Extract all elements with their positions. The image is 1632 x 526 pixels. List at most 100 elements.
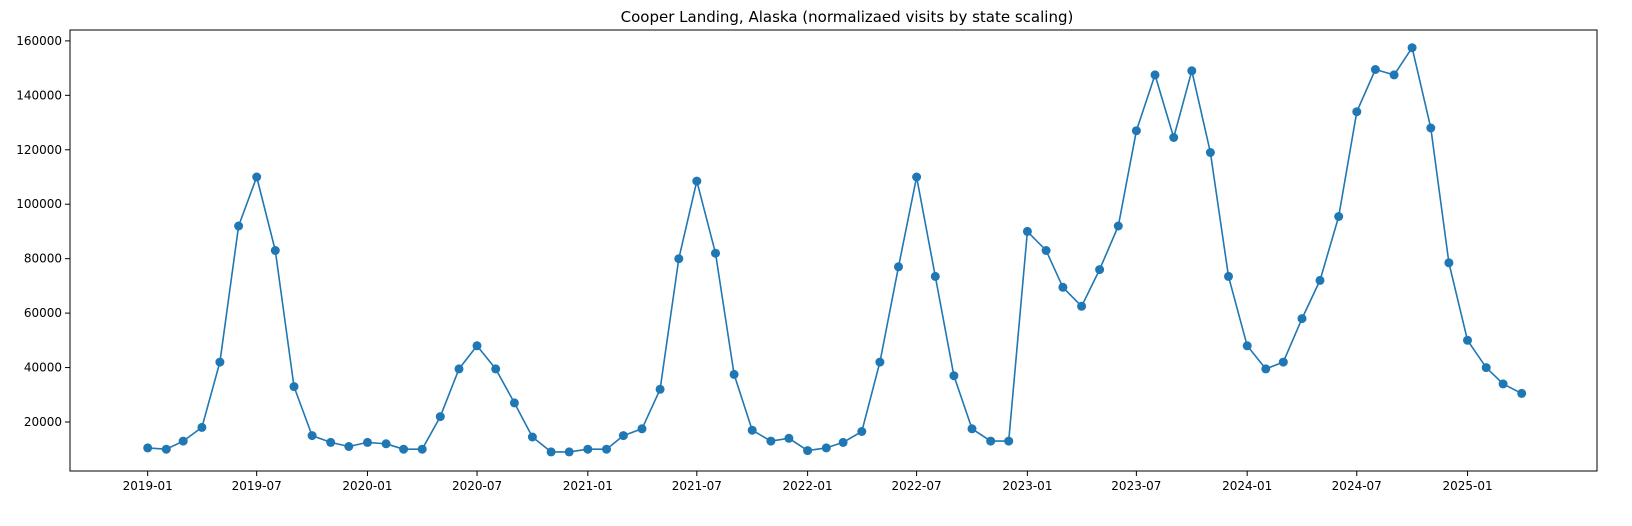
plot-frame (69, 29, 1598, 472)
data-point (784, 433, 794, 443)
y-tick-label: 20000 (24, 415, 62, 429)
series-line (147, 46, 1523, 453)
x-tick-label: 2019-07 (232, 479, 282, 493)
data-point (711, 248, 720, 258)
data-point (1444, 258, 1454, 268)
data-point (435, 412, 445, 422)
data-point (655, 384, 665, 394)
data-point (602, 444, 611, 454)
data-point (1278, 357, 1288, 367)
data-point (838, 437, 848, 447)
data-point (930, 271, 940, 281)
data-point (1261, 364, 1271, 374)
data-point (1077, 301, 1087, 311)
data-point (1058, 282, 1068, 292)
data-point (161, 444, 171, 454)
data-point (949, 371, 959, 381)
data-point (326, 437, 336, 447)
data-point (491, 364, 501, 374)
data-point (1150, 70, 1160, 80)
x-tick-label: 2020-01 (342, 479, 392, 493)
data-point (399, 444, 409, 454)
data-point (1041, 246, 1051, 255)
data-point (546, 447, 556, 457)
y-tick-label: 160000 (16, 34, 62, 48)
data-point (986, 436, 996, 446)
x-tick-label: 2023-01 (1002, 479, 1052, 493)
y-axis: 20000 40000 60000 80000 100000 120000 140000 16… (16, 34, 70, 429)
data-point (344, 442, 354, 451)
x-tick-label: 2020-07 (452, 479, 502, 493)
y-tick-label: 40000 (24, 361, 62, 375)
data-point (1113, 221, 1123, 231)
data-point (234, 221, 244, 231)
data-point (875, 357, 885, 367)
y-tick-label: 100000 (16, 197, 62, 211)
data-point (454, 364, 464, 374)
x-tick-label: 2024-07 (1332, 479, 1382, 493)
data-point (1407, 43, 1417, 53)
data-point (1463, 335, 1472, 345)
data-point (692, 176, 702, 186)
data-point (1370, 65, 1380, 74)
data-point (1224, 271, 1233, 281)
plot-area (143, 43, 1527, 457)
data-point (289, 382, 299, 392)
x-tick-label: 2025-01 (1442, 479, 1492, 493)
data-point (417, 444, 427, 454)
data-point (252, 172, 262, 182)
data-point (803, 446, 813, 456)
data-point (527, 432, 537, 442)
data-point (894, 262, 903, 272)
data-point (1481, 363, 1491, 373)
data-point (1352, 107, 1362, 117)
data-point (1095, 265, 1105, 275)
data-point (1517, 388, 1527, 398)
data-point (618, 431, 628, 441)
data-point (912, 172, 922, 182)
data-point (1389, 70, 1399, 80)
data-point (857, 427, 867, 436)
data-point (674, 254, 684, 264)
data-point (1205, 148, 1215, 157)
data-point (307, 431, 317, 441)
data-point (215, 357, 225, 367)
data-point (1169, 133, 1179, 142)
data-point (381, 439, 391, 449)
data-point (1315, 275, 1325, 285)
data-point (1131, 126, 1141, 136)
data-point (821, 443, 831, 453)
data-point (1242, 341, 1252, 351)
data-point (1334, 212, 1344, 221)
y-tick-label: 60000 (24, 306, 62, 320)
x-tick-label: 2019-01 (123, 479, 173, 493)
data-point (472, 341, 482, 351)
data-point (1498, 379, 1508, 389)
data-point (1297, 314, 1307, 324)
y-tick-label: 140000 (16, 88, 62, 102)
data-point (143, 443, 153, 453)
x-tick-label: 2021-01 (563, 479, 613, 493)
x-tick-label: 2022-01 (783, 479, 833, 493)
x-tick-label: 2022-07 (892, 479, 942, 493)
data-point (729, 369, 739, 379)
data-point (967, 424, 977, 434)
data-point (766, 436, 776, 446)
y-tick-label: 80000 (24, 252, 62, 266)
data-point (747, 425, 757, 435)
data-point (270, 246, 280, 255)
data-point (583, 444, 593, 454)
y-tick-label: 120000 (16, 143, 62, 157)
chart-title: Cooper Landing, Alaska (normalizaed visi… (621, 8, 1074, 26)
data-point (1004, 436, 1014, 446)
x-tick-label: 2021-07 (672, 479, 722, 493)
x-tick-label: 2024-01 (1222, 479, 1272, 493)
data-point (564, 447, 574, 457)
data-point (363, 437, 372, 447)
data-point (178, 436, 188, 446)
x-tick-label: 2023-07 (1111, 479, 1161, 493)
data-point (1022, 226, 1032, 236)
data-point (1426, 123, 1436, 133)
